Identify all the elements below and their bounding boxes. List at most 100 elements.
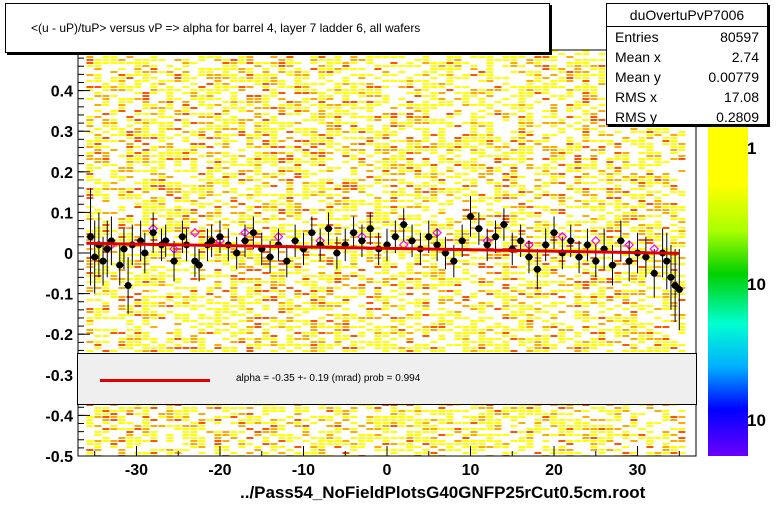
data-point	[333, 249, 341, 257]
y-tick-label-5: 0	[64, 246, 73, 263]
data-point	[642, 253, 650, 261]
data-point	[550, 229, 558, 237]
data-point	[216, 233, 224, 241]
stats-name: duOvertuPvP7006	[607, 4, 767, 27]
x-tick-label-6: 30	[629, 462, 647, 479]
data-point	[291, 237, 299, 245]
chart-title-box: <(u - uP)/tuP> versus vP => alpha for ba…	[5, 3, 550, 53]
x-axis-label: ../Pass54_NoFieldPlotsG40GNFP25rCut0.5cm…	[240, 483, 646, 502]
data-point	[517, 237, 525, 245]
data-point	[667, 273, 675, 281]
data-point	[241, 237, 249, 245]
stats-label: Entries	[615, 29, 659, 45]
data-point	[308, 229, 316, 237]
data-point	[350, 229, 358, 237]
x-tick-label-3: 0	[383, 462, 392, 479]
data-point	[249, 229, 257, 237]
stats-value: 2.74	[731, 49, 759, 65]
y-tick-label-2: -0.3	[45, 368, 73, 385]
data-point	[162, 237, 170, 245]
stats-row-mean-x: Mean x 2.74	[607, 47, 767, 67]
data-point	[208, 237, 216, 245]
data-point	[533, 265, 541, 273]
data-point	[608, 261, 616, 269]
stats-box: duOvertuPvP7006 Entries 80597 Mean x 2.7…	[606, 3, 768, 125]
data-point	[149, 229, 157, 237]
data-point	[475, 225, 483, 233]
data-point	[366, 225, 374, 233]
data-point	[525, 253, 533, 261]
data-point	[500, 221, 508, 229]
axes: -30 -20 -10 0 10 20 30 -0.5 -0.4 -0.3 -0.2 -0.1 0 0.1…	[45, 57, 680, 479]
x-tick-label-2: -10	[292, 462, 315, 479]
x-tick-label-4: 10	[462, 462, 480, 479]
fit-legend-line	[100, 379, 210, 382]
stats-value: 80597	[720, 29, 759, 45]
data-point	[124, 281, 132, 289]
data-point	[441, 249, 449, 257]
x-tick-label-1: -20	[208, 462, 231, 479]
data-point	[195, 261, 203, 269]
stats-value: 0.00779	[708, 69, 759, 85]
data-point	[103, 245, 111, 253]
data-point	[120, 245, 128, 253]
data-point	[400, 221, 408, 229]
y-tick-label-3: -0.2	[45, 327, 73, 344]
data-point	[617, 237, 625, 245]
data-point	[458, 237, 466, 245]
y-tick-label-7: 0.2	[51, 165, 73, 182]
palette-label-10b: 10	[747, 411, 766, 430]
chart-title: <(u - uP)/tuP> versus vP => alpha for ba…	[31, 21, 421, 35]
fit-legend: alpha = -0.35 +- 0.19 (mrad) prob = 0.99…	[77, 353, 697, 405]
y-tick-label-8: 0.3	[51, 124, 73, 141]
data-point	[266, 253, 274, 261]
data-point	[592, 257, 600, 265]
stats-label: RMS y	[615, 109, 657, 125]
data-point	[663, 257, 671, 265]
open-marker	[590, 235, 601, 246]
data-point	[408, 237, 416, 245]
data-point	[433, 241, 441, 249]
data-point	[567, 237, 575, 245]
y-tick-label-6: 0.1	[51, 205, 73, 222]
data-point	[467, 212, 475, 220]
data-point	[583, 241, 591, 249]
data-point	[492, 233, 500, 241]
data-point	[99, 257, 107, 265]
data-point	[116, 261, 124, 269]
fit-line	[86, 241, 680, 255]
data-point	[325, 225, 333, 233]
data-point	[87, 233, 95, 241]
data-point	[170, 257, 178, 265]
data-point	[358, 237, 366, 245]
data-point	[391, 233, 399, 241]
x-tick-label-5: 20	[545, 462, 563, 479]
stats-label: RMS x	[615, 89, 657, 105]
stats-label: Mean x	[615, 49, 661, 65]
data-point	[383, 241, 391, 249]
data-point	[650, 269, 658, 277]
data-point	[425, 233, 433, 241]
y-tick-label-0: -0.5	[45, 449, 73, 466]
stats-value: 0.2809	[716, 109, 759, 125]
palette-label-1: 1	[747, 139, 756, 158]
data-point	[450, 257, 458, 265]
stats-row-mean-y: Mean y 0.00779	[607, 67, 767, 87]
y-tick-label-4: -0.1	[45, 287, 73, 304]
data-point	[137, 237, 145, 245]
data-point	[542, 241, 550, 249]
data-point	[625, 257, 633, 265]
stats-row-entries: Entries 80597	[607, 27, 767, 47]
data-point	[91, 253, 99, 261]
data-point	[483, 241, 491, 249]
x-tick-label-0: -30	[125, 462, 148, 479]
data-point	[178, 233, 186, 241]
stats-label: Mean y	[615, 69, 661, 85]
data-point	[283, 257, 291, 265]
data-point	[675, 286, 683, 294]
stats-value: 17.08	[723, 89, 759, 105]
data-point	[233, 249, 241, 257]
palette-label-10a: 10	[747, 275, 766, 294]
y-tick-label-9: 0.4	[51, 84, 73, 101]
data-point	[575, 253, 583, 261]
